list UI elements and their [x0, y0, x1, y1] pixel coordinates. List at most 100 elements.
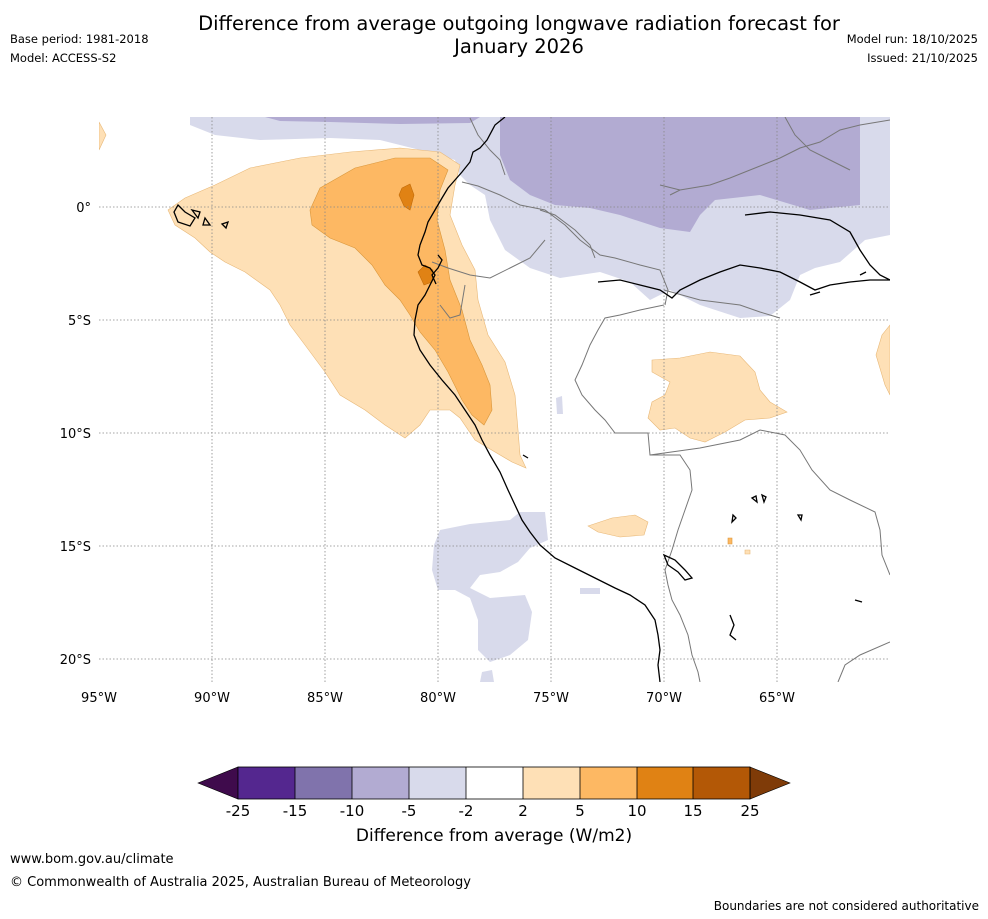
model-label: Model: ACCESS-S2 [10, 51, 117, 65]
border-peru-brazil-bolivia [574, 304, 693, 551]
border-colombia-peru [461, 181, 669, 306]
colorbar-arrow-low [197, 766, 239, 800]
border-paraguay [837, 641, 890, 682]
lon-axis-labels: 95°W 90°W 85°W 80°W 75°W 70°W 65°W [81, 691, 795, 706]
anomaly-region-pos-5-10-speck [727, 537, 733, 545]
colorbar-tick: -5 [402, 802, 417, 820]
anomaly-region-pos-2-5-east [647, 351, 788, 443]
border-venezuela-brazil [669, 119, 890, 196]
colorbar-tick: 2 [518, 802, 528, 820]
anomaly-region-pos-2-5-west [99, 121, 107, 151]
colorbar-swatch-neg-5-2 [409, 767, 466, 799]
lon-label-75w: 75°W [533, 691, 569, 706]
border-peru-north [439, 284, 466, 319]
colorbar-swatch-pos-5-10 [580, 767, 637, 799]
border-ecuador-colombia [539, 209, 596, 259]
lake-paraguay [854, 599, 863, 603]
colorbar-swatch-pos-2-5 [523, 767, 580, 799]
coastlines [173, 117, 890, 682]
anomaly-region-neg-2-5-small [580, 588, 600, 594]
anomaly-region-neg-5-10 [500, 117, 860, 232]
anomaly-region-pos-5-10 [309, 157, 493, 426]
colorbar-ticks: -25 -15 -10 -5 -2 2 5 10 15 25 [226, 802, 760, 820]
border-bolivia-brazil [649, 429, 890, 576]
colorbar-tick: -15 [283, 802, 308, 820]
colorbar-swatch-pos-15-25 [693, 767, 750, 799]
coastline-gulf-guayaquil [431, 254, 443, 285]
colorbar-label: Difference from average (W/m2) [355, 826, 633, 846]
lake-bolivia-1 [750, 495, 758, 504]
colorbar: -25 -15 -10 -5 -2 2 5 10 15 25 [197, 766, 791, 820]
lat-label-20s: 20°S [60, 653, 91, 668]
border-colombia-panama [469, 117, 506, 176]
anomaly-region-pos-2-5-brazil [875, 324, 890, 396]
coastline-amazon-delta [744, 211, 890, 281]
colorbar-tick: 5 [575, 802, 585, 820]
lake-brazil [796, 514, 803, 522]
lat-label-15s: 15°S [60, 540, 91, 555]
anomaly-region-neg-2-5-ne [858, 117, 890, 215]
lake-bolivia-2 [760, 493, 767, 505]
issued-label: Issued: 21/10/2025 [867, 51, 978, 65]
lon-label-70w: 70°W [646, 691, 682, 706]
galapagos-island-main [173, 203, 196, 227]
base-period-label: Base period: 1981-2018 [10, 32, 149, 46]
salar-uyuni [729, 614, 737, 641]
anomaly-region-pos-2-5-speck [744, 549, 751, 555]
title-line-1: Difference from average outgoing longwav… [198, 12, 840, 35]
colorbar-swatch-neg-10-5 [352, 767, 409, 799]
colorbar-arrow-high [749, 766, 791, 800]
colorbar-dividers [237, 766, 751, 800]
lat-label-10s: 10°S [60, 427, 91, 442]
lake-titicaca [662, 553, 694, 581]
anomaly-region-pos-2-5-bolivia [587, 514, 649, 538]
title-line-2: January 2026 [454, 35, 584, 58]
island-amazon-1 [859, 271, 867, 276]
map: 95°W 90°W 85°W 80°W 75°W 70°W 65°W 0° 5°… [60, 117, 890, 706]
colorbar-tick: -2 [459, 802, 474, 820]
colorbar-swatch-neg-25-15 [238, 767, 295, 799]
anomaly-region-neg-5-10-top [265, 117, 480, 124]
border-brazil-north [663, 289, 781, 319]
colorbar-tick: 10 [627, 802, 646, 820]
colorbar-swatch-neg-15-10 [295, 767, 352, 799]
lon-label-80w: 80°W [420, 691, 456, 706]
anomaly-region-pos-10-15-north [398, 183, 415, 211]
copyright-text: © Commonwealth of Australia 2025, Austra… [10, 875, 471, 890]
colorbar-swatch-pos-10-15 [637, 767, 693, 799]
page-title: Difference from average outgoing longwav… [0, 12, 988, 58]
galapagos-island-3 [202, 216, 212, 226]
coastline-amazon-river [597, 264, 890, 299]
anomaly-region-neg-2-5-dot [556, 396, 563, 414]
coastline-island-peru [522, 454, 529, 459]
coastline-pacific [413, 117, 661, 682]
colorbar-tick: 25 [740, 802, 759, 820]
border-chile-bolivia-argentina [664, 549, 701, 682]
lat-label-5s: 5°S [68, 314, 91, 329]
website-link[interactable]: www.bom.gov.au/climate [10, 852, 174, 867]
lat-axis-labels: 0° 5°S 10°S 15°S 20°S [60, 201, 91, 668]
colorbar-tick: -10 [340, 802, 365, 820]
lon-label-90w: 90°W [194, 691, 230, 706]
anomaly-region-neg-2-5-bottom [480, 670, 494, 682]
galapagos-island-4 [220, 220, 230, 230]
colorbar-tick: 15 [683, 802, 702, 820]
anomaly-region-neg-2-5-south [432, 512, 548, 662]
lat-label-0: 0° [76, 201, 91, 216]
border-guyana [784, 117, 851, 171]
colorbar-tick: -25 [226, 802, 251, 820]
gridlines [99, 117, 890, 682]
lake-bolivia-3 [731, 513, 737, 524]
island-amazon-2 [809, 291, 821, 296]
map-area [99, 117, 890, 682]
lon-label-95w: 95°W [81, 691, 117, 706]
country-boundaries [431, 117, 890, 682]
border-venezuela-colombia [659, 184, 681, 191]
lon-label-65w: 65°W [759, 691, 795, 706]
border-ecuador-peru [431, 239, 546, 279]
galapagos-island-2 [190, 208, 201, 220]
lon-label-85w: 85°W [307, 691, 343, 706]
colorbar-frame [237, 766, 751, 800]
disclaimer-text: Boundaries are not considered authoritat… [713, 899, 979, 913]
colorbar-swatch-neutral [466, 767, 523, 799]
